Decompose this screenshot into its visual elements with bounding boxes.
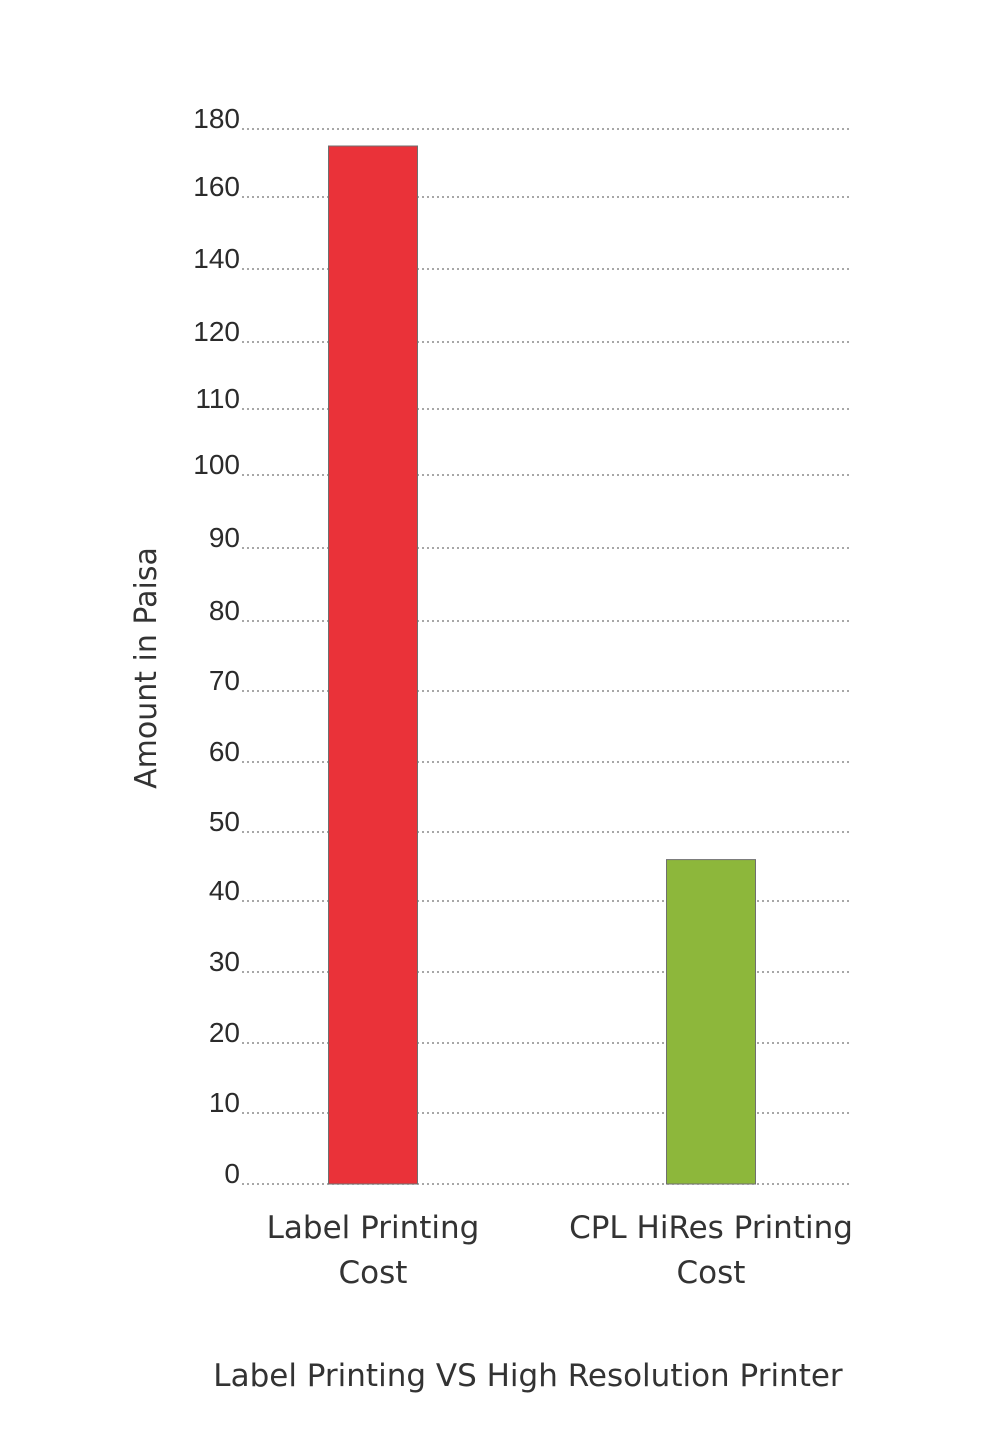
x-axis-title: Label Printing VS High Resolution Printe…	[213, 1358, 843, 1394]
y-tick-label: 70	[209, 665, 240, 696]
bar	[666, 859, 756, 1185]
y-tick-label: 40	[209, 875, 240, 906]
y-tick-label: 50	[209, 806, 240, 837]
y-tick-label: 30	[209, 946, 240, 977]
bar	[328, 145, 418, 1185]
y-tick-label: 10	[209, 1087, 240, 1118]
y-tick-label: 180	[193, 103, 240, 134]
x-category-label: Cost	[339, 1255, 408, 1291]
y-tick-label: 90	[209, 522, 240, 553]
y-tick-label: 100	[193, 449, 240, 480]
y-axis-ticks: 0 10 20 30 40 50 60 70 80 90 100 110 120 140 160 180	[193, 103, 240, 1189]
y-tick-label: 60	[209, 736, 240, 767]
y-tick-label: 140	[193, 243, 240, 274]
bars	[328, 145, 756, 1185]
x-axis-categories: Label Printing Cost CPL HiRes Printing Cost	[267, 1210, 853, 1291]
y-tick-label: 0	[224, 1158, 240, 1189]
x-category-label: CPL HiRes Printing	[569, 1210, 853, 1246]
y-tick-label: 110	[195, 383, 240, 414]
y-tick-label: 80	[209, 595, 240, 626]
y-tick-label: 20	[209, 1017, 240, 1048]
y-tick-label: 160	[193, 171, 240, 202]
x-category-label: Cost	[677, 1255, 746, 1291]
y-axis-title: Amount in Paisa	[129, 547, 164, 789]
y-tick-label: 120	[193, 316, 240, 347]
x-category-label: Label Printing	[267, 1210, 480, 1246]
